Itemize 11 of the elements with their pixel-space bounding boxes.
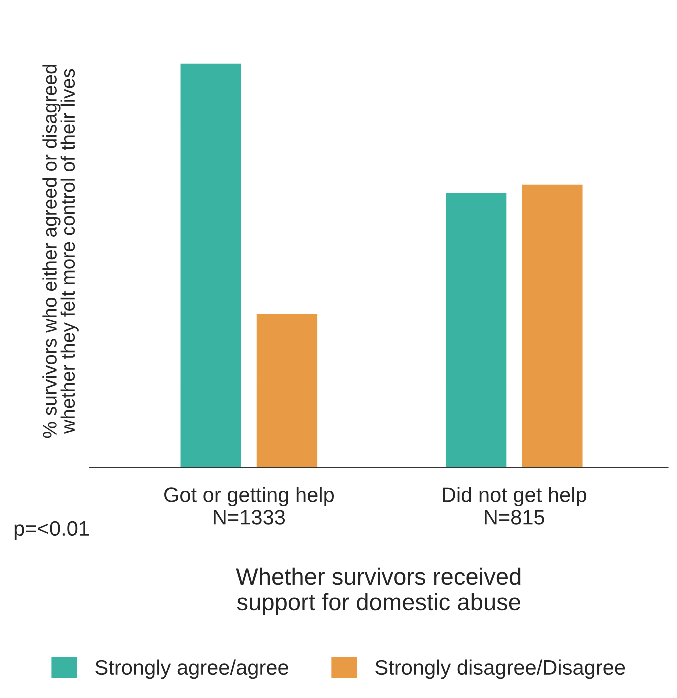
legend-label: Strongly disagree/Disagree [376,660,626,680]
bar [444,192,508,468]
x-axis-title: Whether survivors received support for domestic abuse [236,568,521,616]
bar [179,62,243,468]
x-tick-label: Did not get help N=815 [443,487,586,525]
y-axis-title: % survivors who either agreed or disagreed whether they felt more control of their lives [42,65,79,438]
bar [256,312,319,468]
x-tick-label: Got or getting help N=1333 [164,487,334,525]
bar [520,183,584,468]
legend-label: Strongly agree/agree [96,660,288,680]
text: p=<0.01 [14,521,89,540]
